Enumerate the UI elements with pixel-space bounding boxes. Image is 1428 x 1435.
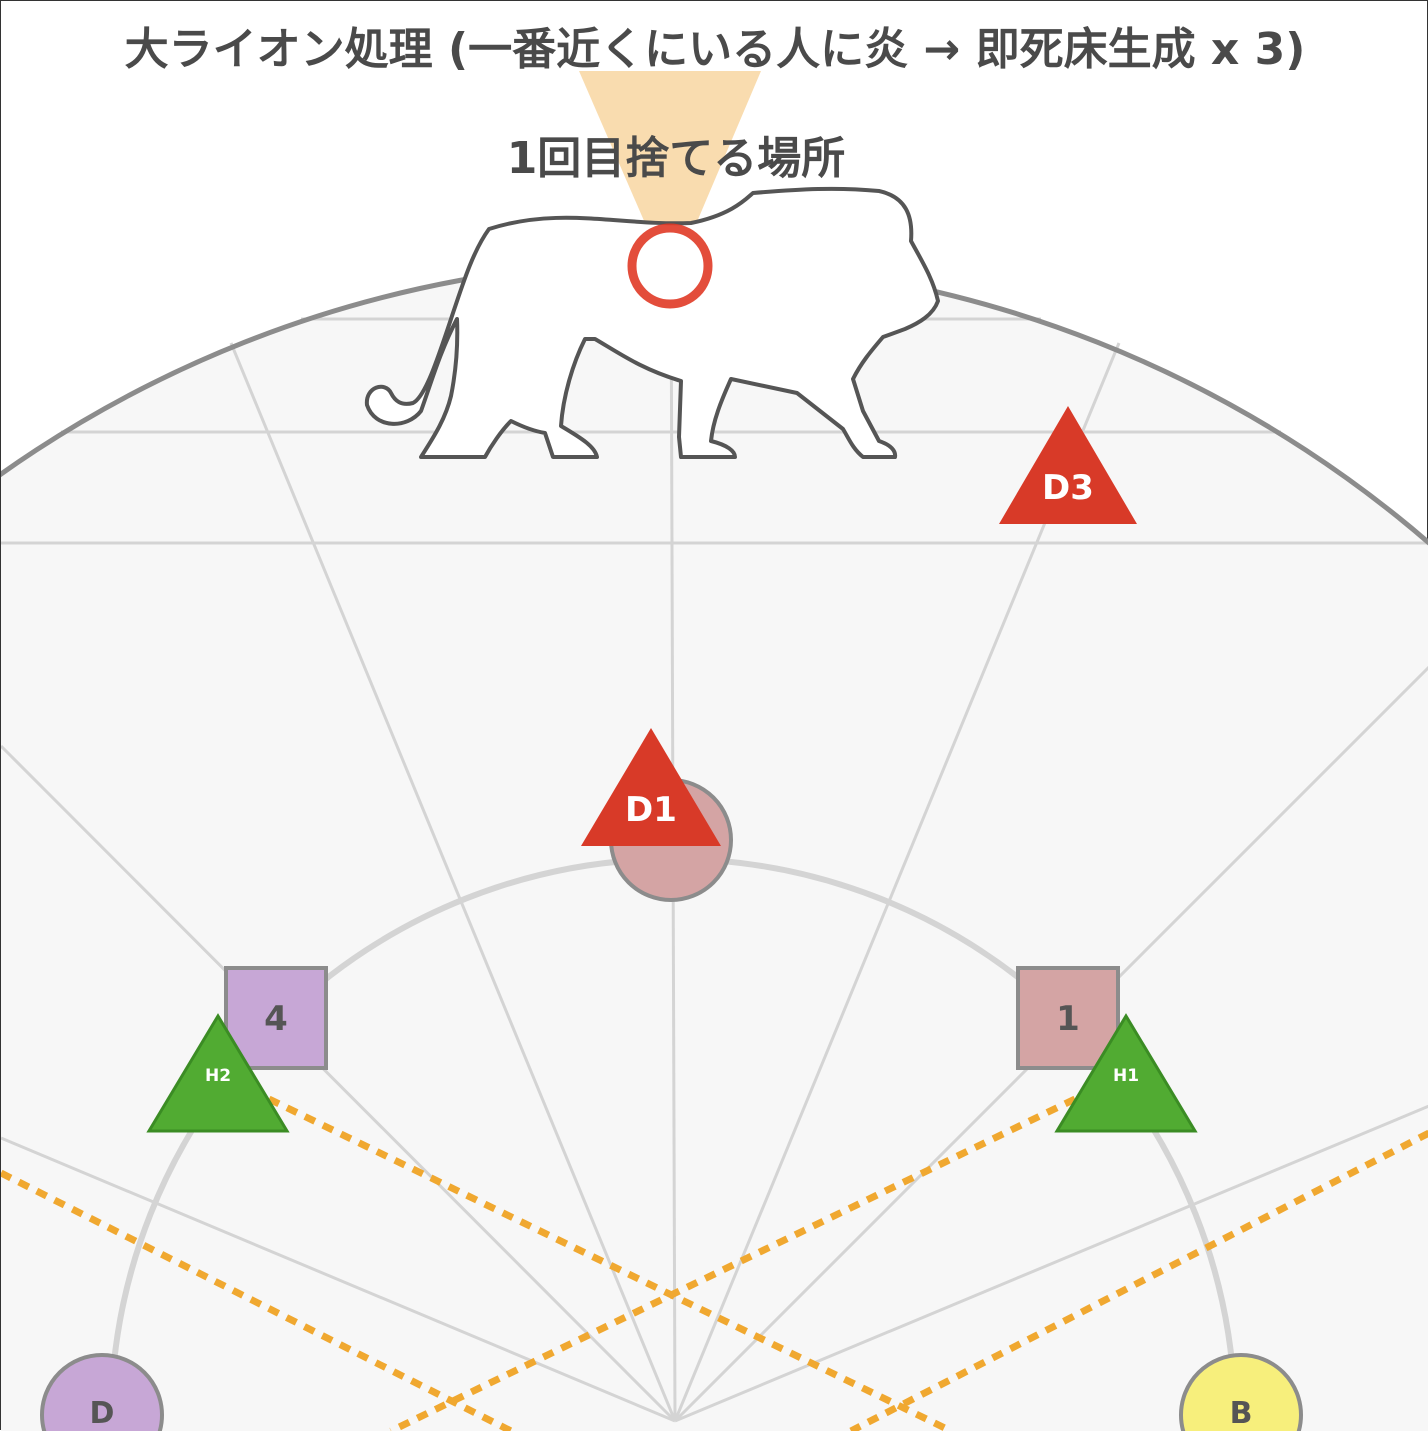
waymark-d: D [40, 1353, 164, 1435]
waymark-b: B [1179, 1353, 1303, 1435]
drop-location-note: 1回目捨てる場所 [507, 133, 846, 184]
dps-marker-d1-label: D1 [625, 790, 677, 830]
number-marker-1-label: 1 [1056, 999, 1080, 1039]
dps-marker-d3: D3 [999, 406, 1137, 524]
lion-icon [364, 186, 940, 459]
dps-marker-d3-label: D3 [1042, 468, 1094, 508]
healer-marker-h1: H1 [1054, 1013, 1198, 1133]
healer-marker-h2: H2 [146, 1013, 290, 1133]
fire-cone [579, 71, 761, 283]
dotted-paths [0, 1095, 1428, 1435]
healer-marker-h1-label: H1 [1113, 1066, 1139, 1086]
healer-marker-h2-label: H2 [205, 1066, 231, 1086]
number-marker-1: 1 [1016, 966, 1120, 1070]
waymark-d-label: D [90, 1396, 115, 1431]
diagram-title: 大ライオン処理 (一番近くにいる人に炎 → 即死床生成 x 3) [125, 24, 1306, 75]
fire-target-ring [627, 223, 713, 309]
waymark-b-label: B [1230, 1396, 1253, 1431]
dps-marker-d1: D1 [581, 728, 721, 846]
number-marker-4: 4 [224, 966, 328, 1070]
number-marker-4-label: 4 [264, 999, 288, 1039]
